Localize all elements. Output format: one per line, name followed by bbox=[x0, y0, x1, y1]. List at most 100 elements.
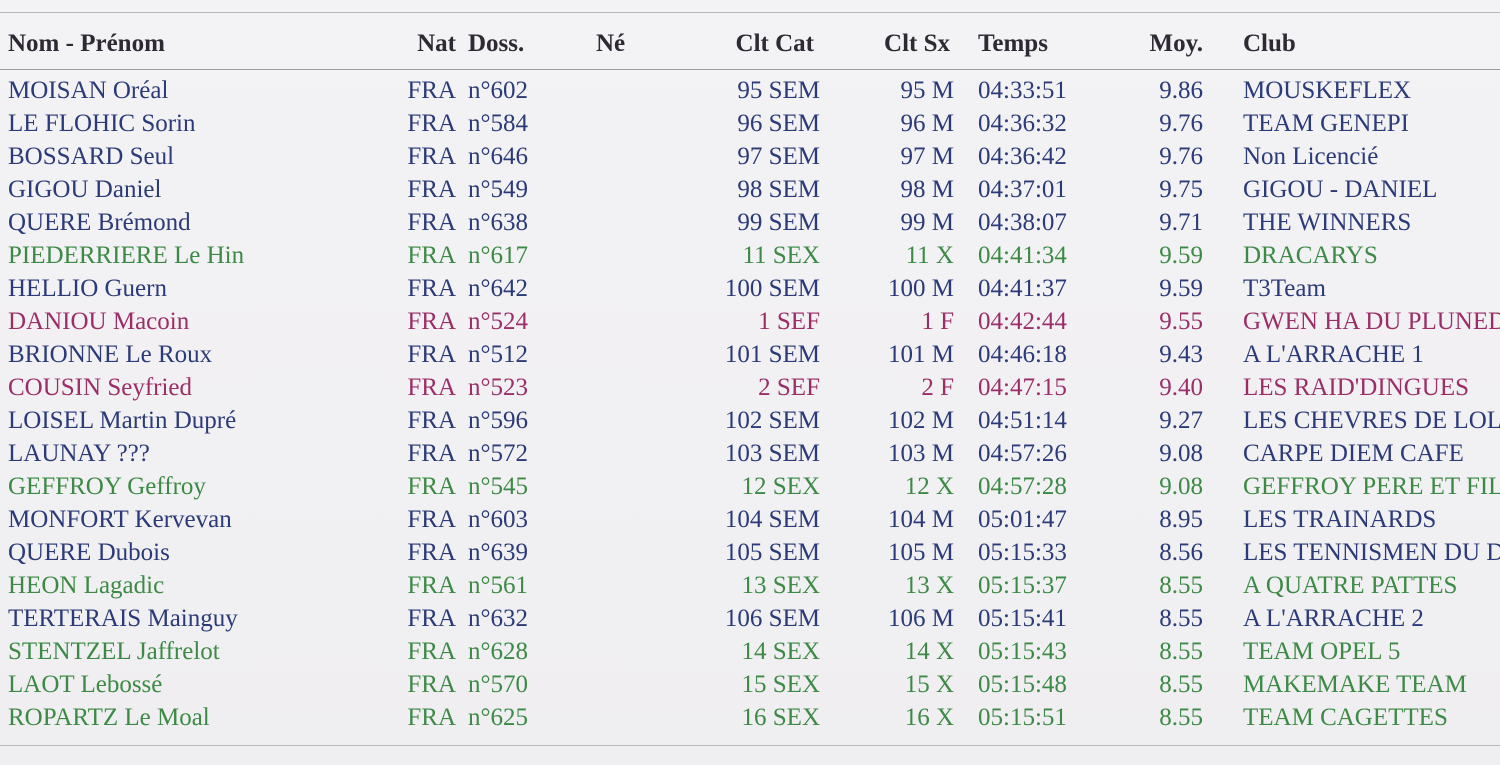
header-row: Nom - Prénom Nat Doss. Né Clt Cat Clt Sx… bbox=[0, 22, 1500, 66]
cell-clt-cat: 98 SEM bbox=[737, 176, 820, 203]
col-header-moy: Moy. bbox=[1149, 30, 1203, 57]
cell-club: GIGOU - DANIEL bbox=[1243, 176, 1438, 203]
cell-clt-sx: 104 M bbox=[888, 506, 954, 533]
cell-name: HEON Lagadic bbox=[8, 572, 165, 599]
cell-doss: n°617 bbox=[468, 242, 528, 269]
cell-temps: 05:15:41 bbox=[978, 605, 1067, 632]
cell-club: LES CHEVRES DE LOLO bbox=[1243, 407, 1500, 434]
cell-club: T3Team bbox=[1243, 275, 1326, 302]
top-rule bbox=[0, 12, 1500, 13]
cell-doss: n°596 bbox=[468, 407, 528, 434]
cell-doss: n°632 bbox=[468, 605, 528, 632]
cell-clt-sx: 15 X bbox=[904, 671, 954, 698]
cell-ne bbox=[578, 305, 666, 338]
cell-club: MAKEMAKE TEAM bbox=[1243, 671, 1467, 698]
cell-name: COUSIN Seyfried bbox=[8, 374, 193, 401]
cell-temps: 04:33:51 bbox=[978, 77, 1067, 104]
cell-clt-cat: 2 SEF bbox=[758, 374, 820, 401]
cell-nat: FRA bbox=[407, 275, 456, 302]
cell-moy: 9.76 bbox=[1159, 143, 1203, 170]
cell-name: DANIOU Macoin bbox=[8, 308, 190, 335]
cell-clt-cat: 103 SEM bbox=[724, 440, 820, 467]
cell-clt-sx: 103 M bbox=[888, 440, 954, 467]
cell-clt-sx: 98 M bbox=[900, 176, 954, 203]
cell-nat: FRA bbox=[407, 638, 456, 665]
cell-temps: 04:41:34 bbox=[978, 242, 1067, 269]
cell-doss: n°561 bbox=[468, 572, 528, 599]
cell-ne bbox=[578, 602, 666, 635]
cell-club: GWEN HA DU PLUNED bbox=[1243, 308, 1500, 335]
cell-name: GEFFROY Geffroy bbox=[8, 473, 206, 500]
cell-club: LES TENNISMEN DU DIMA bbox=[1243, 539, 1500, 566]
col-header-clt-cat: Clt Cat bbox=[735, 30, 814, 57]
cell-nat: FRA bbox=[407, 605, 456, 632]
table-row: HEON Lagadic FRA n°561 13 SEX 13 X 05:15:37 8.… bbox=[0, 569, 1500, 602]
cell-clt-sx: 95 M bbox=[900, 77, 954, 104]
cell-club: Non Licencié bbox=[1243, 143, 1379, 170]
cell-clt-cat: 100 SEM bbox=[724, 275, 820, 302]
cell-clt-cat: 95 SEM bbox=[737, 77, 820, 104]
cell-club: TEAM GENEPI bbox=[1243, 110, 1409, 137]
cell-doss: n°639 bbox=[468, 539, 528, 566]
cell-name: LAUNAY ??? bbox=[8, 440, 150, 467]
cell-clt-sx: 16 X bbox=[904, 704, 954, 731]
cell-nat: FRA bbox=[407, 407, 456, 434]
cell-nat: FRA bbox=[407, 704, 456, 731]
table-row: LAOT Lebossé FRA n°570 15 SEX 15 X 05:15:48 8.… bbox=[0, 668, 1500, 701]
cell-doss: n°603 bbox=[468, 506, 528, 533]
cell-name: BRIONNE Le Roux bbox=[8, 341, 213, 368]
cell-ne bbox=[578, 239, 666, 272]
table-row: QUERE Dubois FRA n°639 105 SEM 105 M 05:15:33… bbox=[0, 536, 1500, 569]
cell-ne bbox=[578, 470, 666, 503]
cell-clt-cat: 12 SEX bbox=[741, 473, 820, 500]
cell-moy: 8.56 bbox=[1159, 539, 1203, 566]
cell-temps: 04:46:18 bbox=[978, 341, 1067, 368]
cell-name: GIGOU Daniel bbox=[8, 176, 162, 203]
table-row: QUERE Brémond FRA n°638 99 SEM 99 M 04:38:07 9… bbox=[0, 206, 1500, 239]
cell-clt-cat: 11 SEX bbox=[742, 242, 820, 269]
cell-clt-cat: 104 SEM bbox=[724, 506, 820, 533]
cell-name: MONFORT Kervevan bbox=[8, 506, 232, 533]
cell-temps: 04:47:15 bbox=[978, 374, 1067, 401]
table-row: MOISAN Oréal FRA n°602 95 SEM 95 M 04:33:51 9.… bbox=[0, 66, 1500, 107]
cell-nat: FRA bbox=[407, 506, 456, 533]
cell-club: MOUSKEFLEX bbox=[1243, 77, 1412, 104]
cell-clt-cat: 106 SEM bbox=[724, 605, 820, 632]
cell-nat: FRA bbox=[407, 110, 456, 137]
cell-clt-cat: 13 SEX bbox=[741, 572, 820, 599]
cell-temps: 05:15:33 bbox=[978, 539, 1067, 566]
cell-nat: FRA bbox=[407, 473, 456, 500]
cell-clt-cat: 16 SEX bbox=[741, 704, 820, 731]
table-row: DANIOU Macoin FRA n°524 1 SEF 1 F 04:42:44 9.5… bbox=[0, 305, 1500, 338]
cell-ne bbox=[578, 107, 666, 140]
table-row: LAUNAY ??? FRA n°572 103 SEM 103 M 04:57:26 9.… bbox=[0, 437, 1500, 470]
cell-ne bbox=[578, 404, 666, 437]
cell-doss: n°628 bbox=[468, 638, 528, 665]
table-row: ROPARTZ Le Moal FRA n°625 16 SEX 16 X 05:15:5… bbox=[0, 701, 1500, 734]
table-row: LE FLOHIC Sorin FRA n°584 96 SEM 96 M 04:36:3… bbox=[0, 107, 1500, 140]
cell-name: LAOT Lebossé bbox=[8, 671, 163, 698]
cell-moy: 8.55 bbox=[1159, 605, 1203, 632]
cell-doss: n°570 bbox=[468, 671, 528, 698]
cell-clt-cat: 96 SEM bbox=[737, 110, 820, 137]
results-table: Nom - Prénom Nat Doss. Né Clt Cat Clt Sx… bbox=[0, 22, 1500, 734]
cell-temps: 05:15:51 bbox=[978, 704, 1067, 731]
cell-doss: n°549 bbox=[468, 176, 528, 203]
cell-nat: FRA bbox=[407, 539, 456, 566]
cell-clt-sx: 106 M bbox=[888, 605, 954, 632]
cell-name: LE FLOHIC Sorin bbox=[8, 110, 196, 137]
cell-doss: n°584 bbox=[468, 110, 528, 137]
cell-moy: 9.59 bbox=[1159, 242, 1203, 269]
cell-club: LES RAID'DINGUES bbox=[1243, 374, 1470, 401]
cell-moy: 9.55 bbox=[1159, 308, 1203, 335]
table-row: TERTERAIS Mainguy FRA n°632 106 SEM 106 M 05:… bbox=[0, 602, 1500, 635]
cell-clt-cat: 102 SEM bbox=[724, 407, 820, 434]
cell-clt-sx: 100 M bbox=[888, 275, 954, 302]
cell-nat: FRA bbox=[407, 308, 456, 335]
cell-doss: n°642 bbox=[468, 275, 528, 302]
cell-nat: FRA bbox=[407, 374, 456, 401]
cell-name: HELLIO Guern bbox=[8, 275, 167, 302]
cell-nat: FRA bbox=[407, 242, 456, 269]
cell-moy: 9.27 bbox=[1159, 407, 1203, 434]
cell-temps: 05:01:47 bbox=[978, 506, 1067, 533]
